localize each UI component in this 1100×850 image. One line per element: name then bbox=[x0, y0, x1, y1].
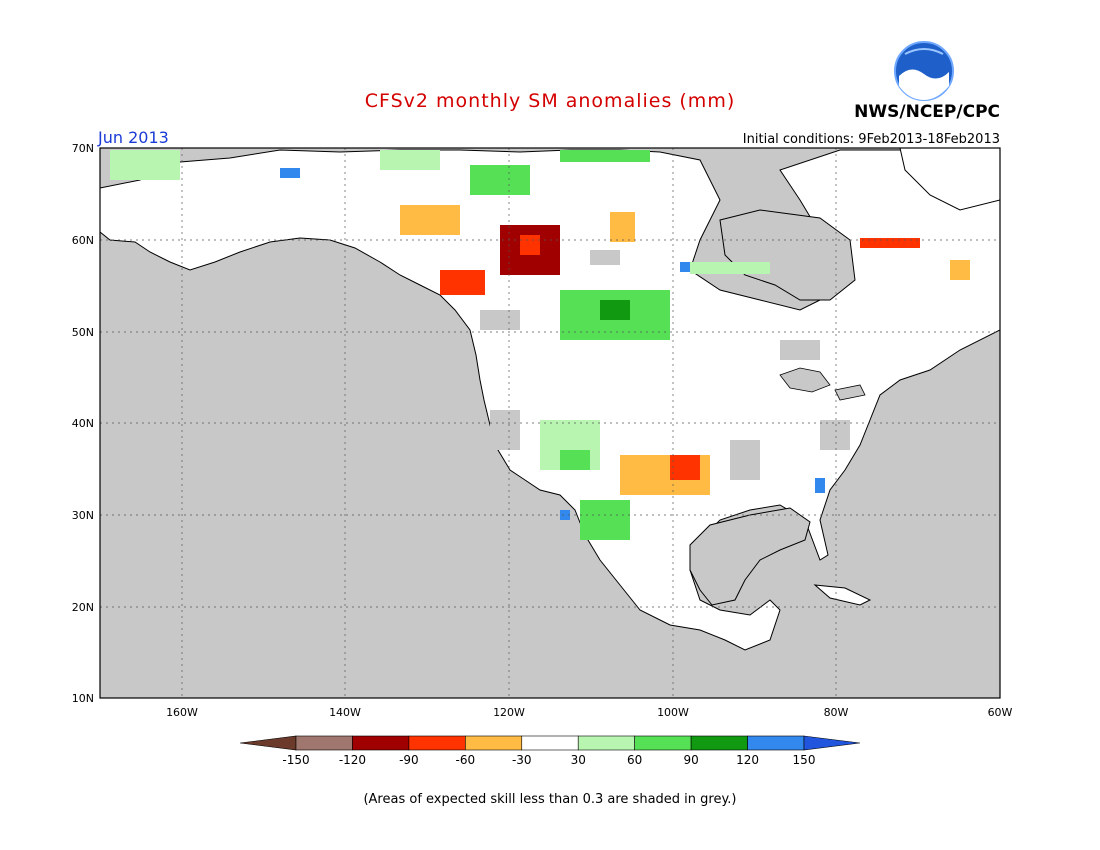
lon-label: 80W bbox=[824, 706, 849, 719]
colorbar-swatch bbox=[465, 735, 523, 751]
lon-label: 160W bbox=[166, 706, 198, 719]
colorbar-swatch bbox=[408, 735, 466, 751]
colorbar-tick-label: -30 bbox=[512, 753, 532, 767]
colorbar-swatch bbox=[747, 735, 805, 751]
colorbar-tick-label: 30 bbox=[571, 753, 586, 767]
colorbar-tick-label: 60 bbox=[627, 753, 642, 767]
map-frame bbox=[99, 147, 1001, 699]
colorbar-tick-label: -60 bbox=[456, 753, 476, 767]
colorbar-swatch bbox=[690, 735, 748, 751]
lat-labels: 70N 60N 50N 40N 30N 20N 10N bbox=[72, 142, 94, 705]
lat-label: 10N bbox=[72, 692, 94, 705]
gridlines bbox=[100, 148, 1000, 698]
lat-label: 70N bbox=[72, 142, 94, 155]
lat-label: 40N bbox=[72, 417, 94, 430]
lon-label: 60W bbox=[988, 706, 1013, 719]
lat-label: 30N bbox=[72, 509, 94, 522]
colorbar-tick-label: -120 bbox=[339, 753, 366, 767]
colorbar: -150 -120 -90 -60 -30 30 60 90 120 150 bbox=[239, 735, 861, 767]
noaa-logo-icon bbox=[894, 41, 954, 101]
colorbar-tick-label: 120 bbox=[736, 753, 759, 767]
colorbar-tick-label: -150 bbox=[282, 753, 309, 767]
lat-label: 60N bbox=[72, 234, 94, 247]
land-mass bbox=[99, 147, 1001, 651]
anomaly-cells bbox=[110, 150, 970, 540]
colorbar-swatch bbox=[634, 735, 692, 751]
colorbar-swatch bbox=[803, 735, 861, 751]
colorbar-swatch bbox=[295, 735, 353, 751]
lon-labels: 160W 140W 120W 100W 80W 60W bbox=[166, 706, 1012, 719]
colorbar-tick-label: 150 bbox=[793, 753, 816, 767]
forecast-month: Jun 2013 bbox=[98, 128, 169, 147]
lat-label: 20N bbox=[72, 601, 94, 614]
lat-label: 50N bbox=[72, 326, 94, 339]
agency-label: NWS/NCEP/CPC bbox=[854, 102, 1000, 122]
colorbar-swatch bbox=[239, 735, 297, 751]
lon-label: 100W bbox=[657, 706, 689, 719]
colorbar-swatch bbox=[521, 735, 579, 751]
footnote: (Areas of expected skill less than 0.3 a… bbox=[363, 792, 737, 807]
initial-conditions: Initial conditions: 9Feb2013-18Feb2013 bbox=[742, 132, 1000, 147]
lon-label: 120W bbox=[493, 706, 525, 719]
colorbar-tick-label: -90 bbox=[399, 753, 419, 767]
lon-label: 140W bbox=[329, 706, 361, 719]
map-title: CFSv2 monthly SM anomalies (mm) bbox=[364, 90, 736, 112]
colorbar-swatch bbox=[352, 735, 410, 751]
colorbar-swatch bbox=[577, 735, 635, 751]
colorbar-tick-label: 90 bbox=[683, 753, 698, 767]
